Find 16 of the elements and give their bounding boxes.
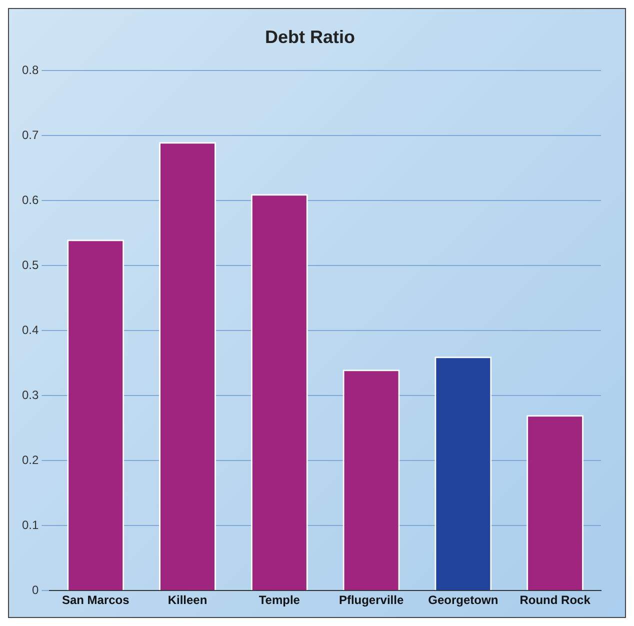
x-tick-label: Pflugerville bbox=[338, 593, 404, 608]
y-tick-label: 0.3 bbox=[22, 388, 39, 402]
x-tick-label: Temple bbox=[258, 593, 300, 608]
y-tick-label: 0 bbox=[32, 582, 39, 597]
y-tick-label: 0.1 bbox=[22, 518, 39, 532]
x-tick-label: San Marcos bbox=[62, 593, 130, 608]
y-tick-label: 0.5 bbox=[22, 258, 39, 272]
x-tick-label: Georgetown bbox=[428, 593, 498, 608]
y-tick-label: 0.7 bbox=[22, 128, 39, 142]
y-tick-label: 0.4 bbox=[22, 322, 39, 337]
x-tick-label: Round Rock bbox=[520, 593, 591, 608]
y-tick-label: 0.8 bbox=[22, 62, 39, 77]
x-tick-label: Killeen bbox=[168, 593, 208, 608]
y-tick-label: 0.2 bbox=[22, 452, 39, 467]
chart-title: Debt Ratio bbox=[265, 26, 356, 47]
y-tick-label: 0.6 bbox=[22, 192, 39, 207]
